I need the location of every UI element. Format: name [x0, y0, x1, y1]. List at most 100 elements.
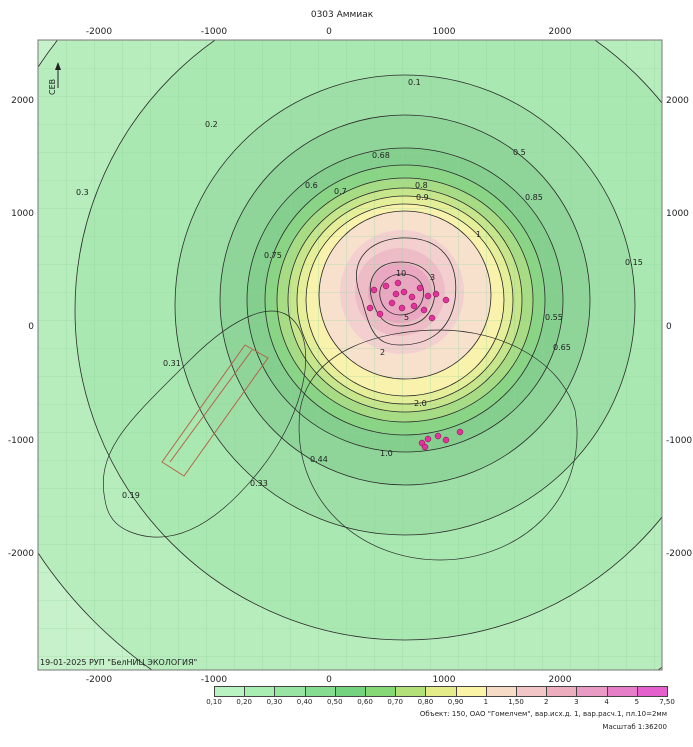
north-arrow: СЕВ — [48, 62, 61, 95]
site-boundary — [161, 344, 269, 477]
legend-value: 0,70 — [387, 698, 403, 706]
map-frame — [37, 39, 663, 671]
isoline-label: 0.8 — [415, 181, 428, 190]
y-tick-label: -1000 — [8, 436, 34, 446]
legend-value: 2 — [543, 698, 549, 706]
source-point — [424, 292, 432, 300]
source-point — [432, 290, 440, 298]
isoline — [379, 273, 425, 316]
isoline-label: 2.0 — [414, 399, 427, 408]
source-point — [434, 432, 442, 440]
source-point — [424, 435, 432, 443]
legend-swatch — [455, 686, 487, 697]
map-note: 19-01-2025 РУП "БелНИЦ ЭКОЛОГИЯ" — [40, 658, 197, 667]
isoline — [305, 203, 505, 397]
y-tick-label: 2000 — [11, 96, 34, 106]
isoline — [370, 261, 436, 327]
source-point — [394, 279, 402, 287]
isoline-label: 0.1 — [408, 78, 421, 87]
x-tick-label: -2000 — [86, 675, 112, 685]
isoline-label: 0.2 — [205, 120, 218, 129]
legend-value: 0,20 — [236, 698, 252, 706]
x-tick-label: 0 — [326, 675, 332, 685]
scale-info: Масштаб 1:36200 — [602, 723, 667, 731]
isoline-label: 0.85 — [525, 193, 543, 202]
legend-value: 0,80 — [417, 698, 434, 706]
legend-swatch — [244, 686, 276, 697]
legend-value: 0,60 — [357, 698, 373, 706]
legend-value: 3 — [574, 698, 579, 706]
isoline-label: 0.9 — [416, 193, 429, 202]
isoline — [174, 74, 636, 536]
site-boundary — [169, 349, 253, 463]
source-point — [382, 282, 390, 290]
legend-value: 1 — [483, 698, 489, 706]
map-grid — [38, 40, 662, 670]
source-point — [416, 284, 424, 292]
legend-swatch — [636, 686, 668, 697]
isoline-label: 0.7 — [334, 187, 347, 196]
isoline — [264, 164, 546, 436]
source-point — [370, 286, 378, 294]
legend-swatch — [214, 686, 246, 697]
isoline-label: 0.75 — [264, 251, 282, 260]
top-x-axis: -2000 -1000 0 1000 2000 — [86, 27, 572, 37]
legend-value: 0,30 — [266, 698, 283, 706]
isoline-label: 0.65 — [553, 343, 571, 352]
source-point — [428, 314, 436, 322]
isoline-label: 1.0 — [380, 449, 393, 458]
isoline-labels: 0.1 0.2 0.3 0.5 0.6 0.68 0.7 0.8 0.9 1 2… — [76, 78, 643, 500]
emission-sources — [366, 279, 450, 322]
left-y-axis: 2000 1000 0 -1000 -2000 — [8, 96, 34, 559]
y-tick-label: 1000 — [11, 209, 34, 219]
isoline-label: 0.3 — [76, 188, 89, 197]
north-label: СЕВ — [48, 79, 57, 95]
x-tick-label: -2000 — [86, 27, 112, 37]
isoline-label: 0.44 — [310, 455, 328, 464]
x-tick-label: 1000 — [433, 27, 456, 37]
isoline — [356, 237, 457, 346]
legend-swatch — [304, 686, 336, 697]
legend-value: 7,50 — [659, 698, 675, 706]
y-tick-label: -1000 — [666, 436, 692, 446]
isoline — [287, 187, 523, 413]
isoline-label: 0.55 — [545, 313, 563, 322]
isoline — [219, 114, 591, 486]
y-tick-label: 1000 — [666, 209, 689, 219]
map-title: 0303 Аммиак — [311, 10, 374, 20]
isoline-label: 0.19 — [122, 491, 140, 500]
y-tick-label: 0 — [666, 322, 672, 332]
legend-swatch — [395, 686, 427, 697]
source-point — [421, 443, 429, 451]
isoline — [298, 329, 578, 561]
isoline — [74, 40, 662, 641]
x-tick-label: 2000 — [549, 675, 572, 685]
source-point — [442, 296, 450, 304]
legend-value: 4 — [604, 698, 609, 706]
legend-value: 0,10 — [206, 698, 222, 706]
legend-value: 0,50 — [327, 698, 343, 706]
source-point — [392, 290, 400, 298]
site-outline — [161, 344, 269, 477]
y-tick-label: -2000 — [8, 549, 34, 559]
isoline — [246, 147, 564, 453]
legend-swatch — [576, 686, 608, 697]
emission-sources-south — [418, 428, 464, 451]
isoline-label: 10 — [396, 269, 406, 278]
x-tick-label: 0 — [326, 27, 332, 37]
y-tick-label: -2000 — [666, 549, 692, 559]
source-point — [408, 293, 416, 301]
legend-swatch — [546, 686, 578, 697]
y-tick-label: 0 — [28, 322, 34, 332]
isoline — [103, 310, 307, 538]
legend-swatch — [365, 686, 397, 697]
isoline-label: 1 — [476, 230, 481, 239]
isoline-label: 0.33 — [250, 479, 268, 488]
isoline-label: 0.6 — [305, 181, 318, 190]
source-point — [456, 428, 464, 436]
legend-swatch — [516, 686, 548, 697]
isoline — [318, 210, 492, 380]
